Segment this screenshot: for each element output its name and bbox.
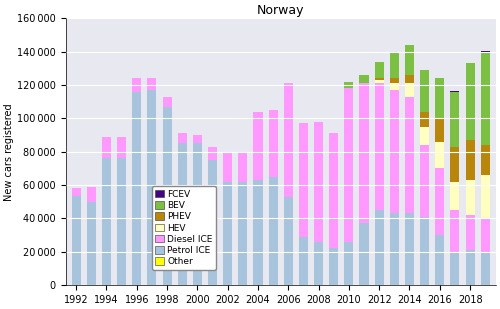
Bar xyxy=(435,78,444,118)
Bar xyxy=(344,242,354,285)
Bar xyxy=(435,235,444,285)
Title: Norway: Norway xyxy=(257,4,304,17)
Bar xyxy=(329,248,338,285)
Bar xyxy=(117,137,126,159)
Bar xyxy=(450,91,460,92)
Bar xyxy=(193,135,202,143)
Bar xyxy=(238,153,248,182)
Bar xyxy=(450,92,460,147)
Bar xyxy=(344,88,354,242)
Bar xyxy=(132,78,141,92)
Bar xyxy=(480,218,490,252)
Bar xyxy=(314,242,323,285)
Bar xyxy=(72,196,80,285)
Bar xyxy=(148,78,156,90)
Bar xyxy=(284,83,293,197)
Bar xyxy=(148,90,156,285)
Bar xyxy=(268,177,278,285)
Bar xyxy=(117,159,126,285)
Bar xyxy=(162,97,172,107)
Bar xyxy=(480,175,490,218)
Bar xyxy=(390,214,399,285)
Bar xyxy=(480,145,490,175)
Bar xyxy=(87,202,96,285)
Bar xyxy=(238,182,248,285)
Bar xyxy=(193,143,202,285)
Bar xyxy=(390,83,399,90)
Bar xyxy=(390,90,399,214)
Bar xyxy=(450,252,460,285)
Bar xyxy=(299,237,308,285)
Bar xyxy=(405,83,414,97)
Bar xyxy=(102,137,111,159)
Bar xyxy=(223,153,232,182)
Bar xyxy=(450,182,460,210)
Bar xyxy=(405,97,414,214)
Bar xyxy=(374,78,384,80)
Bar xyxy=(420,70,429,112)
Bar xyxy=(435,168,444,235)
Bar xyxy=(466,215,474,250)
Bar xyxy=(466,140,474,180)
Bar xyxy=(329,133,338,248)
Bar xyxy=(390,78,399,83)
Bar xyxy=(374,62,384,78)
Bar xyxy=(254,112,262,180)
Bar xyxy=(254,180,262,285)
Bar xyxy=(374,80,384,83)
Bar xyxy=(450,147,460,182)
Legend: FCEV, BEV, PHEV, HEV, Diesel ICE, Petrol ICE, Other: FCEV, BEV, PHEV, HEV, Diesel ICE, Petrol… xyxy=(152,186,216,270)
Bar xyxy=(405,75,414,83)
Bar xyxy=(360,83,368,223)
Bar xyxy=(72,188,80,196)
Bar xyxy=(450,210,460,252)
Bar xyxy=(178,143,187,285)
Bar xyxy=(420,217,429,285)
Bar xyxy=(314,122,323,242)
Bar xyxy=(299,123,308,237)
Bar xyxy=(435,118,444,142)
Bar xyxy=(374,83,384,210)
Bar xyxy=(480,51,490,52)
Bar xyxy=(420,145,429,217)
Bar xyxy=(208,160,217,285)
Bar xyxy=(405,214,414,285)
Bar xyxy=(405,45,414,75)
Bar xyxy=(284,197,293,285)
Bar xyxy=(162,107,172,285)
Bar xyxy=(374,210,384,285)
Bar xyxy=(102,159,111,285)
Bar xyxy=(480,52,490,145)
Bar xyxy=(480,252,490,285)
Bar xyxy=(268,110,278,177)
Bar xyxy=(132,92,141,285)
Bar xyxy=(466,63,474,140)
Bar xyxy=(435,142,444,168)
Bar xyxy=(344,82,354,88)
Bar xyxy=(87,187,96,202)
Bar xyxy=(390,53,399,78)
Bar xyxy=(466,180,474,215)
Bar xyxy=(420,112,429,127)
Y-axis label: New cars registered: New cars registered xyxy=(4,103,14,201)
Bar xyxy=(178,133,187,143)
Bar xyxy=(208,147,217,160)
Bar xyxy=(420,127,429,145)
Bar xyxy=(223,182,232,285)
Bar xyxy=(360,223,368,285)
Bar xyxy=(466,250,474,285)
Bar xyxy=(360,75,368,83)
